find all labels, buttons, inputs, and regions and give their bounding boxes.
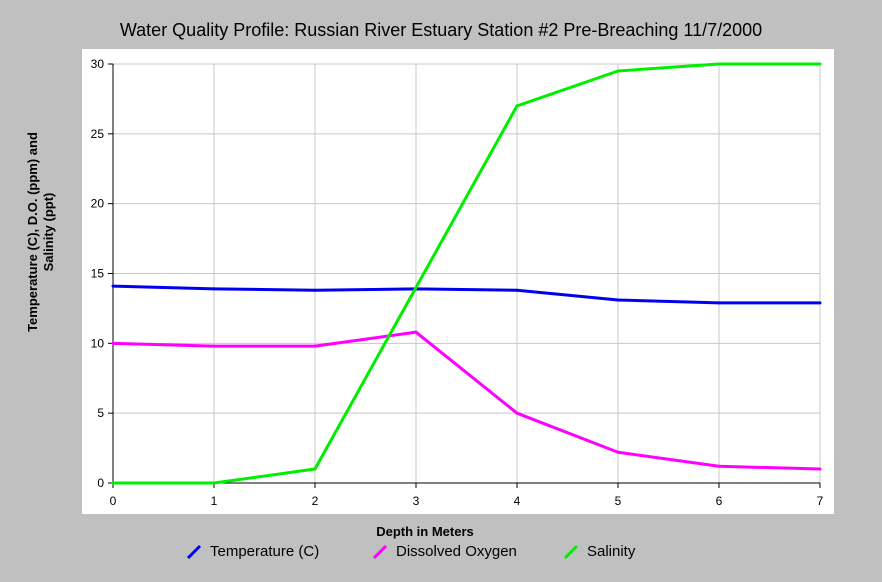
legend-item-dissolved-oxygen: Dissolved Oxygen: [372, 542, 517, 560]
series-line-temperature-c: [112, 284, 820, 305]
data-point-dissolved-oxygen: [515, 411, 519, 415]
legend-item-temperature: Temperature (C): [186, 542, 319, 560]
data-point-temperature-c: [313, 288, 317, 292]
legend-label-dissolved-oxygen: Dissolved Oxygen: [396, 542, 517, 560]
data-point-temperature-c: [212, 287, 216, 291]
data-point-dissolved-oxygen: [818, 467, 822, 471]
x-tick-label: 1: [211, 494, 218, 508]
x-tick-label: 3: [413, 494, 420, 508]
data-point-salinity: [111, 481, 115, 485]
y-tick-label: 30: [91, 57, 105, 71]
chart-title: Water Quality Profile: Russian River Est…: [119, 20, 763, 40]
dissolved-oxygen-legend-swatch-icon: [372, 544, 388, 560]
y-tick-label: 5: [97, 406, 104, 420]
legend-label-temperature: Temperature (C): [210, 542, 320, 560]
y-axis-label-line-1: Temperature (C), D.O. (ppm) and: [25, 132, 40, 332]
data-point-dissolved-oxygen: [616, 450, 620, 454]
data-point-temperature-c: [515, 288, 519, 292]
temperature-legend-swatch-icon: [186, 544, 202, 560]
x-axis-label: Depth in Meters: [376, 524, 474, 539]
legend-label-salinity: Salinity: [587, 542, 636, 560]
data-point-dissolved-oxygen: [717, 464, 721, 468]
data-point-temperature-c: [717, 301, 721, 305]
data-point-temperature-c: [111, 284, 115, 288]
y-tick-label: 0: [97, 476, 104, 490]
data-point-dissolved-oxygen: [313, 344, 317, 348]
x-tick-label: 4: [514, 494, 521, 508]
y-tick-label: 25: [91, 127, 105, 141]
y-tick-label: 10: [91, 336, 105, 350]
series-line-dissolved-oxygen: [112, 330, 821, 471]
data-point-dissolved-oxygen: [414, 330, 418, 334]
y-tick-label: 15: [91, 267, 105, 281]
data-point-salinity: [313, 467, 317, 471]
data-point-salinity: [212, 481, 216, 485]
legend: Temperature (C) Dissolved Oxygen Salinit…: [0, 542, 882, 564]
x-tick-label: 2: [312, 494, 319, 508]
data-point-salinity: [616, 69, 620, 73]
data-point-salinity: [818, 62, 822, 66]
y-axis-label-line-2: Salinity (ppt): [41, 192, 56, 272]
salinity-legend-swatch-icon: [563, 544, 579, 560]
x-tick-label: 6: [716, 494, 723, 508]
data-point-salinity: [414, 285, 418, 289]
data-point-temperature-c: [818, 301, 822, 305]
data-point-salinity: [515, 104, 519, 108]
y-tick-label: 20: [91, 197, 105, 211]
data-point-temperature-c: [616, 298, 620, 302]
x-tick-label: 7: [817, 494, 824, 508]
x-tick-label: 0: [110, 494, 117, 508]
x-tick-label: 5: [615, 494, 622, 508]
data-point-dissolved-oxygen: [111, 341, 115, 345]
legend-item-salinity: Salinity: [563, 542, 635, 560]
data-point-salinity: [717, 62, 721, 66]
series-line-salinity: [113, 62, 820, 485]
plot-panel: [82, 49, 834, 514]
data-point-dissolved-oxygen: [212, 344, 216, 348]
